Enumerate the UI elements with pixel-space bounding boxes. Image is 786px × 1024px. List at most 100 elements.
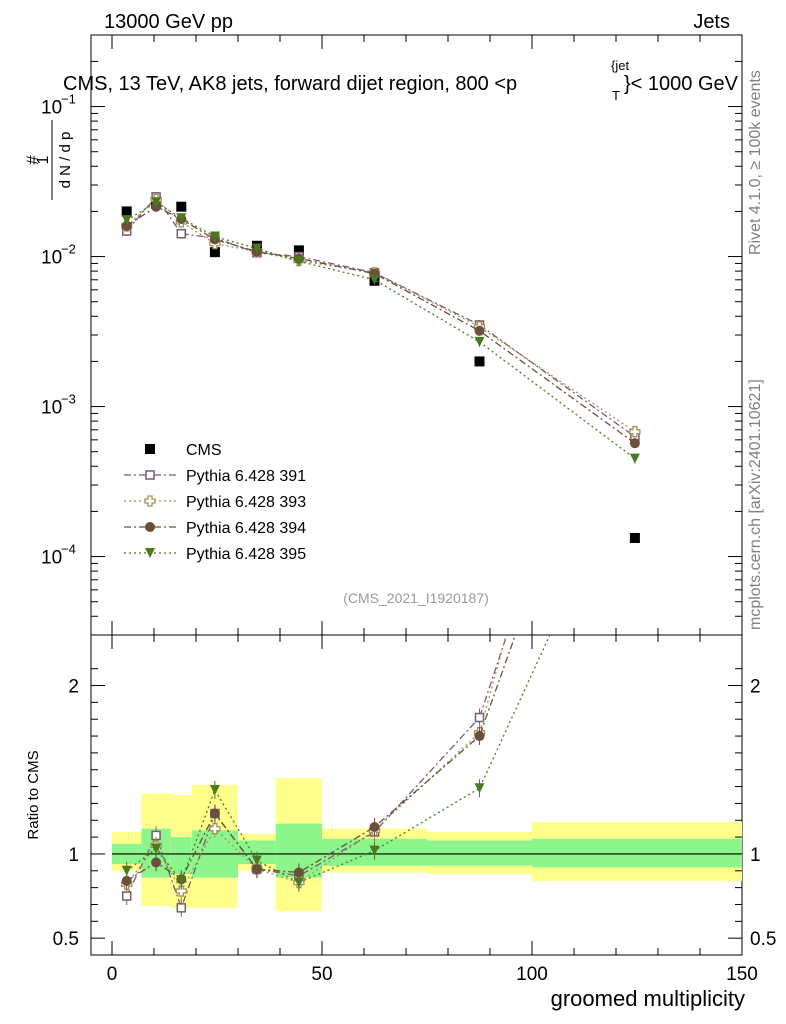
- y-tick-label: 0.5: [53, 929, 79, 950]
- y-tick-label: 10: [41, 248, 62, 269]
- y-tick-exponent: −4: [61, 542, 76, 557]
- data-point: [251, 855, 262, 866]
- data-point: [209, 247, 220, 258]
- y-tick-label: 10: [41, 98, 62, 119]
- y-tick-exponent: −2: [61, 242, 76, 257]
- data-point: [151, 857, 162, 868]
- data-point: [474, 336, 485, 347]
- ratio-line: [126, 635, 517, 882]
- data-point: [293, 256, 304, 267]
- data-point: [474, 712, 485, 723]
- data-point: [629, 438, 640, 449]
- data-point: [144, 495, 156, 507]
- uncertainty-band-inner: [170, 837, 192, 875]
- data-point: [629, 453, 640, 464]
- upper-ylabel: # 1 d N / d p: [23, 120, 74, 200]
- xlabel: groomed multiplicity: [551, 986, 745, 1011]
- data-point: [209, 784, 220, 795]
- series-line: [126, 195, 636, 438]
- series-pythia-6-428-394: [121, 201, 640, 449]
- legend-label: CMS: [186, 442, 222, 459]
- y-tick-label: 1: [68, 845, 79, 866]
- y-tick-label-right: 0.5: [750, 929, 776, 950]
- main-title: CMS, 13 TeV, AK8 jets, forward dijet reg…: [63, 58, 739, 103]
- data-point: [630, 293, 640, 303]
- data-point: [145, 522, 155, 532]
- data-point: [631, 244, 639, 252]
- x-tick-label: 100: [516, 964, 548, 985]
- upper-series: [121, 191, 641, 543]
- data-point: [121, 865, 132, 876]
- data-point: [474, 356, 485, 367]
- data-point: [176, 903, 187, 913]
- legend-label: Pythia 6.428 393: [186, 494, 306, 511]
- data-point: [293, 877, 304, 888]
- x-tick-label: 50: [311, 964, 332, 985]
- y-tick-label: 10: [41, 548, 62, 569]
- data-point: [121, 215, 132, 226]
- ratio-line: [126, 635, 507, 893]
- data-point: [474, 325, 485, 336]
- data-point: [151, 197, 162, 208]
- data-point: [145, 548, 155, 558]
- y-tick-label: 2: [68, 677, 79, 698]
- data-point: [121, 206, 132, 217]
- series-line: [126, 198, 636, 433]
- data-point: [474, 783, 485, 794]
- legend-entry: Pythia 6.428 395: [124, 546, 306, 563]
- data-point: [151, 843, 162, 854]
- lower-series: [121, 158, 640, 917]
- lower-frame: [90, 634, 743, 956]
- series-pythia-6-428-391: [121, 191, 640, 442]
- upper-axes: 10−110−210−310−4: [41, 35, 743, 636]
- legend-entry: Pythia 6.428 394: [124, 520, 306, 537]
- series-cms: [121, 198, 640, 543]
- svg-text:1: 1: [35, 155, 52, 164]
- x-tick-label: 0: [107, 964, 118, 985]
- data-point: [629, 532, 640, 543]
- y-tick-exponent: −1: [61, 92, 76, 107]
- data-point: [176, 228, 187, 239]
- data-point: [209, 823, 221, 835]
- legend: CMS Pythia 6.428 391 Pythia 6.428 393 Pythi…: [124, 442, 306, 563]
- data-point: [369, 822, 380, 832]
- ratio-series-pythia-6-428-395: [121, 635, 551, 892]
- series-line: [126, 205, 636, 444]
- rivet-label: Rivet 4.1.0, ≥ 100k events: [747, 70, 764, 255]
- data-point: [369, 845, 380, 856]
- data-point: [209, 808, 220, 819]
- x-tick-label: 150: [726, 964, 758, 985]
- legend-entry: CMS: [145, 442, 222, 459]
- ratio-bands: [112, 778, 742, 912]
- data-point: [629, 426, 641, 438]
- lower-ylabel: Ratio to CMS: [25, 750, 42, 839]
- header-right: Jets: [693, 11, 730, 33]
- y-tick-label-right: 2: [750, 677, 761, 698]
- legend-entry: Pythia 6.428 393: [124, 494, 306, 511]
- title-sub: T: [612, 88, 620, 103]
- mcplots-label: mcplots.cern.ch [arXiv:2401.10621]: [747, 379, 764, 630]
- uncertainty-band-inner: [532, 838, 742, 868]
- header-left: 13000 GeV pp: [104, 11, 233, 33]
- data-point: [209, 231, 220, 242]
- legend-entry: Pythia 6.428 391: [124, 468, 306, 485]
- lower-axes: 0 50 100 150 0.5 0.5 1 1 2 2: [53, 635, 776, 985]
- data-point: [176, 875, 187, 886]
- upper-frame: [90, 34, 743, 636]
- data-point: [145, 470, 155, 480]
- data-point: [630, 158, 640, 168]
- y-tick-exponent: −3: [61, 392, 76, 407]
- data-point: [121, 220, 132, 231]
- data-point: [176, 201, 187, 212]
- svg-text:d N / d p: d N / d p: [57, 132, 74, 189]
- series-line: [126, 201, 636, 460]
- series-pythia-6-428-395: [121, 197, 640, 464]
- data-point: [251, 243, 262, 254]
- legend-label: Pythia 6.428 395: [186, 546, 306, 563]
- analysis-tag: (CMS_2021_I1920187): [343, 590, 489, 606]
- uncertainty-band-inner: [427, 840, 532, 866]
- data-point: [293, 867, 304, 878]
- data-point: [369, 274, 380, 285]
- data-point: [145, 444, 155, 454]
